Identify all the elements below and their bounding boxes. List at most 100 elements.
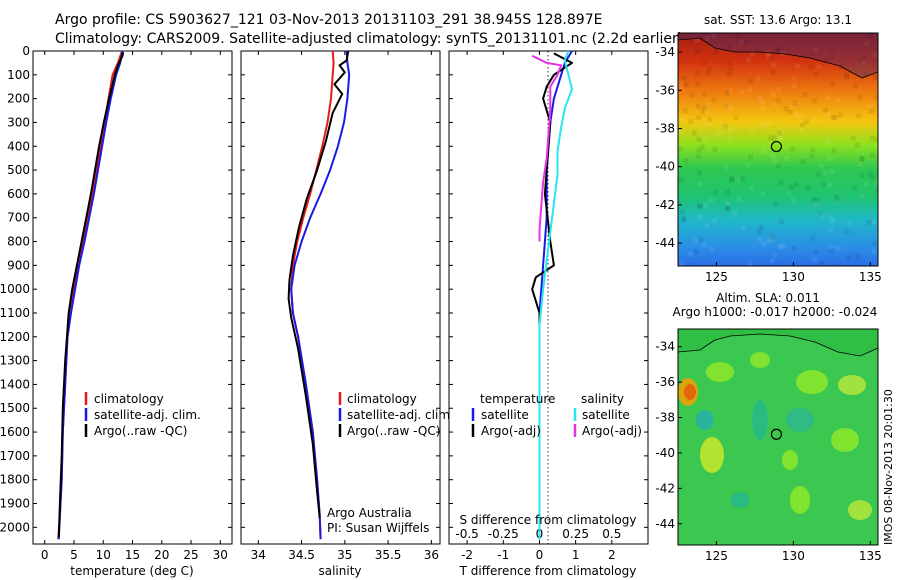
sst-pixel bbox=[727, 105, 733, 111]
sst-pixel bbox=[704, 223, 710, 229]
sst-pixel bbox=[691, 130, 697, 136]
y-tick-label: 700 bbox=[7, 211, 30, 225]
sst-pixel bbox=[828, 38, 834, 44]
sst-pixel bbox=[857, 94, 863, 100]
sst-pixel bbox=[724, 90, 730, 96]
sst-pixel bbox=[683, 158, 689, 164]
sst-pixel bbox=[819, 212, 825, 218]
sst-pixel bbox=[749, 127, 755, 133]
sla-anomaly bbox=[786, 408, 814, 432]
y-tick-label: 400 bbox=[7, 139, 30, 153]
sst-pixel bbox=[760, 191, 766, 197]
sst-pixel bbox=[809, 50, 815, 56]
sst-pixel bbox=[787, 110, 793, 115]
annotation-pi: PI: Susan Wijffels bbox=[327, 521, 429, 535]
sst-pixel bbox=[871, 219, 877, 225]
salinity-legend: climatology satellite-adj. clim. Argo(..… bbox=[338, 392, 454, 438]
sst-pixel bbox=[726, 44, 732, 50]
sst-pixel bbox=[794, 112, 799, 118]
sla-anomaly bbox=[700, 437, 724, 473]
x-tick-label: 2 bbox=[608, 548, 616, 562]
sst-pixel bbox=[867, 171, 873, 177]
sst-pixel bbox=[800, 158, 806, 164]
sst-pixel bbox=[855, 253, 861, 259]
y-tick-label: 0 bbox=[22, 44, 30, 58]
sst-pixel bbox=[739, 89, 745, 95]
x-tick-label: 30 bbox=[213, 548, 228, 562]
sst-pixel bbox=[703, 202, 709, 208]
x2-tick-label: 0.5 bbox=[602, 527, 621, 541]
sst-pixel bbox=[776, 45, 782, 51]
sst-pixel bbox=[755, 75, 761, 81]
sst-pixel bbox=[693, 237, 699, 243]
x-tick-label: 0 bbox=[536, 548, 544, 562]
y-tick-label: 1900 bbox=[0, 497, 30, 511]
sla-map: Altim. SLA: 0.011 Argo h1000: -0.017 h20… bbox=[655, 291, 881, 563]
sst-pixel bbox=[835, 199, 841, 205]
sla-anomaly bbox=[782, 450, 798, 470]
sst-pixel bbox=[835, 98, 841, 103]
y-tick-label: 1200 bbox=[0, 330, 30, 344]
legend-label-climatology: climatology bbox=[94, 392, 164, 406]
sla-map-title: Altim. SLA: 0.011 bbox=[716, 291, 820, 305]
sst-pixel bbox=[712, 146, 718, 152]
sst-pixel bbox=[701, 92, 707, 98]
sst-pixel bbox=[736, 177, 741, 183]
coastline bbox=[678, 333, 878, 357]
sst-pixel bbox=[749, 51, 755, 56]
sst-pixel bbox=[681, 216, 687, 222]
sst-pixel bbox=[702, 136, 708, 142]
sst-pixel bbox=[757, 236, 763, 242]
sst-pixel bbox=[835, 246, 841, 252]
sst-pixel bbox=[874, 94, 878, 100]
y-tick-label: -44 bbox=[655, 236, 675, 250]
sst-pixel bbox=[790, 146, 796, 152]
sst-pixel bbox=[812, 256, 818, 262]
sst-pixel bbox=[875, 136, 878, 142]
x-tick-label: 130 bbox=[782, 270, 805, 284]
sst-pixel bbox=[792, 245, 797, 251]
sst-pixel bbox=[859, 156, 865, 162]
sst-pixel bbox=[748, 186, 754, 192]
sst-pixel bbox=[706, 102, 711, 108]
sst-pixel bbox=[747, 260, 753, 266]
sst-pixel bbox=[695, 104, 701, 110]
sst-pixel bbox=[776, 163, 782, 169]
sst-pixel bbox=[709, 247, 715, 253]
sst-pixel bbox=[760, 99, 766, 105]
sst-pixel bbox=[854, 142, 860, 148]
imos-credit: IMOS 08-Nov-2013 20:01:30 bbox=[882, 389, 895, 545]
sst-pixel bbox=[814, 197, 820, 203]
sst-map: sat. SST: 13.6 Argo: 13.1 bbox=[655, 13, 882, 284]
sst-pixel bbox=[746, 57, 751, 63]
sst-pixel bbox=[867, 103, 873, 109]
y-tick-label: 1800 bbox=[0, 473, 30, 487]
sst-pixel bbox=[870, 174, 876, 180]
x-tick-label: 135 bbox=[859, 270, 882, 284]
sst-pixel bbox=[697, 203, 703, 209]
sla-land bbox=[678, 329, 878, 356]
sst-pixel bbox=[818, 163, 824, 169]
argo-float-marker bbox=[770, 428, 783, 440]
sst-pixel bbox=[728, 126, 734, 132]
sst-pixel bbox=[828, 215, 834, 221]
sst-pixel bbox=[825, 95, 831, 101]
sst-pixel bbox=[835, 264, 841, 266]
series-line-temperature-argo-adj- bbox=[531, 52, 573, 528]
sst-pixel bbox=[870, 136, 876, 141]
y-tick-label: 600 bbox=[7, 187, 30, 201]
sst-pixel bbox=[774, 48, 780, 54]
sst-pixel bbox=[682, 108, 688, 114]
sst-pixel bbox=[871, 249, 877, 254]
sst-pixel bbox=[831, 147, 837, 153]
sst-pixel bbox=[844, 72, 850, 78]
sst-pixel bbox=[829, 168, 835, 174]
series-line-argo-raw-qc- bbox=[287, 50, 350, 518]
sst-pixel bbox=[827, 182, 833, 188]
sst-pixel bbox=[777, 135, 783, 141]
y-tick-label: -36 bbox=[655, 375, 675, 389]
sst-pixel bbox=[699, 144, 705, 150]
sst-pixel bbox=[723, 103, 729, 109]
sst-pixel bbox=[790, 197, 796, 203]
y-tick-label: -40 bbox=[655, 160, 675, 174]
